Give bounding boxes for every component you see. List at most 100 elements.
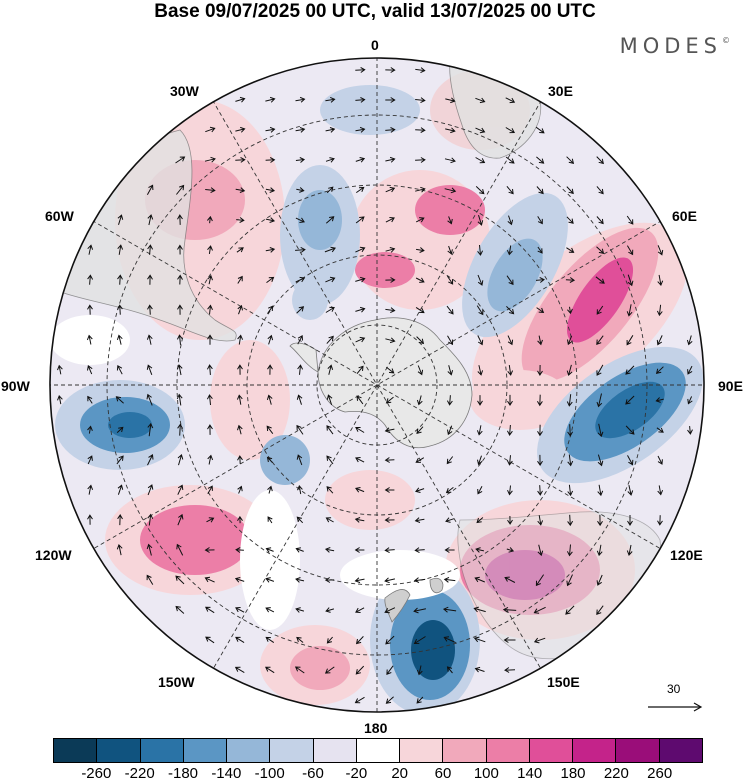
wind-vector — [506, 547, 515, 553]
wind-vector — [627, 274, 634, 287]
wind-vector — [176, 184, 185, 195]
colorbar-labels: -260 -220 -180 -140 -100 -60 -20 20 60 100 140 180 2… — [0, 765, 750, 783]
wind-vector — [265, 217, 276, 223]
wind-vector — [385, 277, 396, 283]
wind-vector — [265, 187, 276, 193]
wind-vector — [266, 456, 273, 463]
graticule — [50, 58, 704, 712]
wind-vector — [86, 334, 93, 345]
wind-vector — [207, 454, 214, 465]
wind-vector — [147, 454, 154, 466]
wind-vector — [657, 515, 663, 526]
wind-vector — [505, 156, 515, 164]
wind-vector — [657, 245, 664, 256]
wind-vector — [207, 334, 213, 345]
wind-vector — [355, 246, 366, 253]
wind-vector — [176, 393, 183, 406]
wind-vector — [117, 304, 123, 315]
wind-vector — [445, 487, 454, 494]
wind-vector — [265, 96, 276, 103]
wind-vector — [567, 514, 574, 527]
wind-vector — [597, 484, 604, 497]
wind-vector — [87, 425, 93, 434]
wind-vector — [385, 247, 396, 253]
colorbar — [53, 738, 703, 763]
wind-vector — [205, 636, 215, 644]
wind-vector — [326, 455, 334, 465]
wind-vector — [205, 126, 216, 133]
wind-vector — [596, 574, 603, 586]
wind-vector — [537, 485, 543, 496]
wind-vector — [234, 666, 245, 674]
wind-vector — [566, 216, 574, 224]
colorbar-swatch — [659, 739, 702, 762]
wind-vector — [447, 425, 453, 436]
wind-vector — [207, 245, 213, 254]
wind-vector — [566, 544, 573, 557]
wind-vector — [475, 127, 486, 134]
new-zealand-landmass — [384, 589, 411, 623]
wind-vector — [295, 276, 306, 283]
wind-vector — [147, 513, 154, 526]
map-border — [49, 57, 705, 713]
wind-vector — [206, 517, 215, 523]
wind-vector — [595, 276, 605, 284]
wind-vector — [265, 607, 275, 613]
anomaly-area-positive — [325, 470, 415, 530]
wind-vector — [356, 186, 365, 194]
wind-vector — [566, 156, 575, 164]
wind-vector — [415, 157, 426, 163]
wind-vector — [566, 394, 573, 407]
wind-vector — [507, 394, 513, 407]
colorbar-swatch — [54, 739, 98, 762]
colorbar-tick-label: -140 — [211, 765, 242, 782]
meridian-line — [85, 216, 669, 554]
latitude-circle — [176, 184, 578, 586]
wind-vector — [237, 424, 243, 435]
wind-vector — [444, 157, 456, 164]
wind-vector — [296, 516, 304, 524]
wind-vector — [147, 422, 154, 437]
wind-vector — [235, 547, 244, 553]
wind-vector — [506, 455, 513, 466]
wind-vector — [506, 275, 514, 286]
wind-vector — [294, 666, 305, 674]
wind-vector — [267, 516, 273, 524]
wind-vector — [354, 547, 365, 553]
longitude-label-90w: 90W — [1, 378, 30, 394]
wind-vector — [416, 336, 425, 345]
colorbar-swatch — [270, 739, 314, 762]
longitude-label-30w: 30W — [170, 83, 199, 99]
wind-vector — [596, 305, 604, 315]
wind-vector — [507, 365, 514, 376]
wind-vector — [476, 305, 484, 316]
wind-vector — [324, 246, 336, 253]
colorbar-swatch — [400, 739, 444, 762]
brand-name: MODES — [619, 34, 722, 58]
wind-vector — [655, 397, 664, 403]
wind-vector — [446, 305, 454, 315]
wind-vector — [416, 395, 423, 406]
wind-vector — [205, 606, 215, 614]
wind-vector — [234, 577, 245, 583]
anomaly-area-negative — [292, 280, 328, 320]
polar-map — [49, 57, 705, 713]
wind-vector — [265, 666, 275, 674]
wind-vector — [625, 395, 635, 405]
wind-vector — [326, 486, 334, 494]
wind-vector — [385, 217, 395, 223]
wind-vector — [415, 277, 425, 283]
wind-vector — [443, 576, 456, 583]
wind-vector — [565, 277, 576, 283]
wind-vector — [566, 247, 575, 253]
wind-vector — [657, 274, 664, 287]
wind-vector — [117, 244, 124, 255]
wind-vector — [295, 246, 306, 253]
wind-vector — [505, 97, 516, 104]
colorbar-tick-label: -180 — [167, 765, 199, 782]
wind-vector — [116, 334, 123, 345]
wind-vector — [476, 425, 483, 436]
wind-vector — [597, 423, 604, 438]
wind-vector — [687, 396, 693, 405]
wind-vector — [656, 427, 664, 433]
